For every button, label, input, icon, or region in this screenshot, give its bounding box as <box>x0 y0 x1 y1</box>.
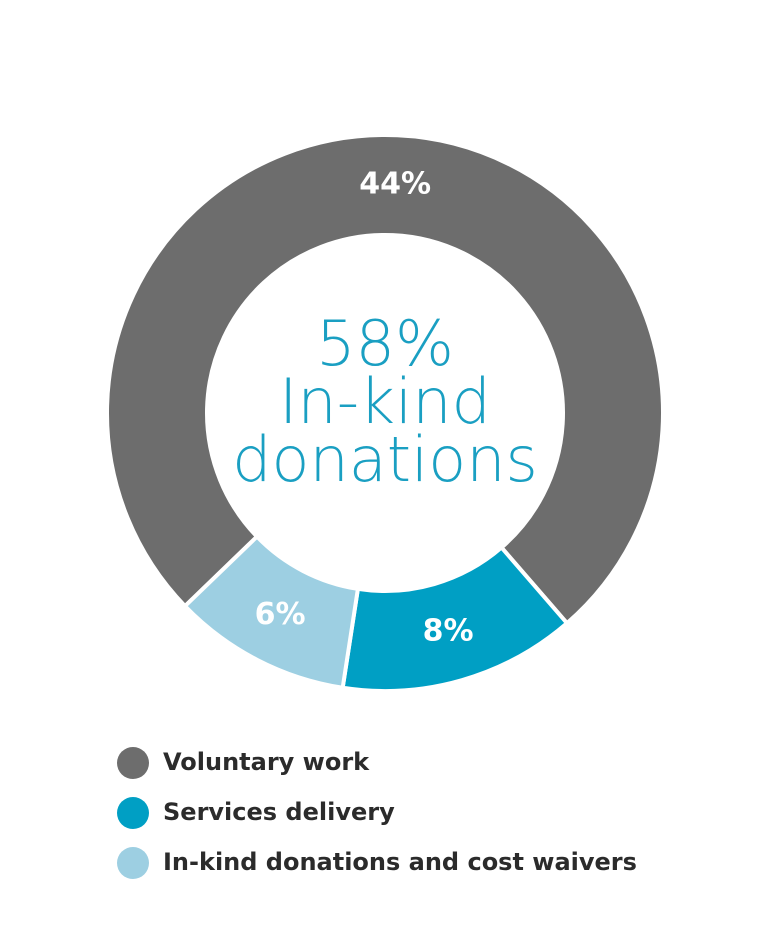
legend-swatch <box>117 747 149 779</box>
value-label: 44% <box>359 167 431 202</box>
value-label: 6% <box>255 597 306 632</box>
center-label: In-kind <box>279 365 491 438</box>
donut-slice <box>182 533 361 691</box>
donut-slice <box>105 133 665 626</box>
value-label: 8% <box>423 614 474 649</box>
legend-swatch <box>117 797 149 829</box>
legend-label: Services delivery <box>163 798 395 826</box>
center-label: donations <box>232 423 538 496</box>
center-label: 58% <box>316 307 454 380</box>
legend-label: In-kind donations and cost waivers <box>163 848 637 876</box>
legend-label: Voluntary work <box>163 748 370 776</box>
legend-swatch <box>117 847 149 879</box>
